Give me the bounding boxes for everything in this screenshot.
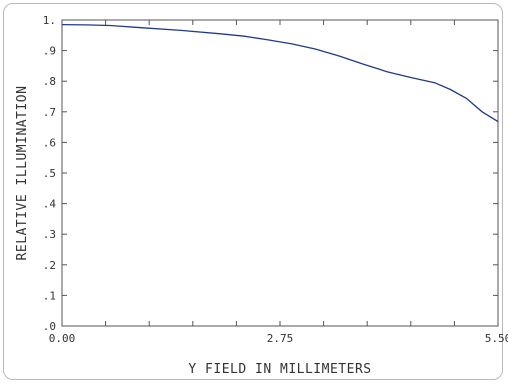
y-tick-label: .6 — [43, 136, 56, 149]
y-tick-label: .8 — [43, 75, 56, 88]
y-tick-label: .9 — [43, 45, 56, 58]
x-tick-label: 0.00 — [49, 332, 76, 345]
y-tick-label: .1 — [43, 289, 56, 302]
x-tick-labels: 0.00 2.75 5.50 — [49, 332, 508, 345]
y-tick-label: .3 — [43, 228, 56, 241]
y-tick-label: .0 — [43, 320, 56, 333]
x-axis-label: Y FIELD IN MILLIMETERS — [188, 362, 371, 377]
y-tick-label: .7 — [43, 106, 56, 119]
y-tick-label: .5 — [43, 167, 56, 180]
y-tick-labels: .0 .1 .2 .3 .4 .5 .6 .7 .8 .9 1. — [43, 14, 57, 333]
y-tick-label: .4 — [43, 198, 57, 211]
illumination-curve — [61, 23, 499, 123]
y-tick-label: 1. — [43, 14, 56, 27]
plot-area — [61, 19, 499, 327]
x-tick-label: 2.75 — [267, 332, 294, 345]
tick-marks — [61, 19, 499, 327]
y-axis-label: RELATIVE ILLUMINATION — [15, 86, 30, 261]
y-tick-label: .2 — [43, 259, 56, 272]
x-tick-label: 5.50 — [485, 332, 508, 345]
